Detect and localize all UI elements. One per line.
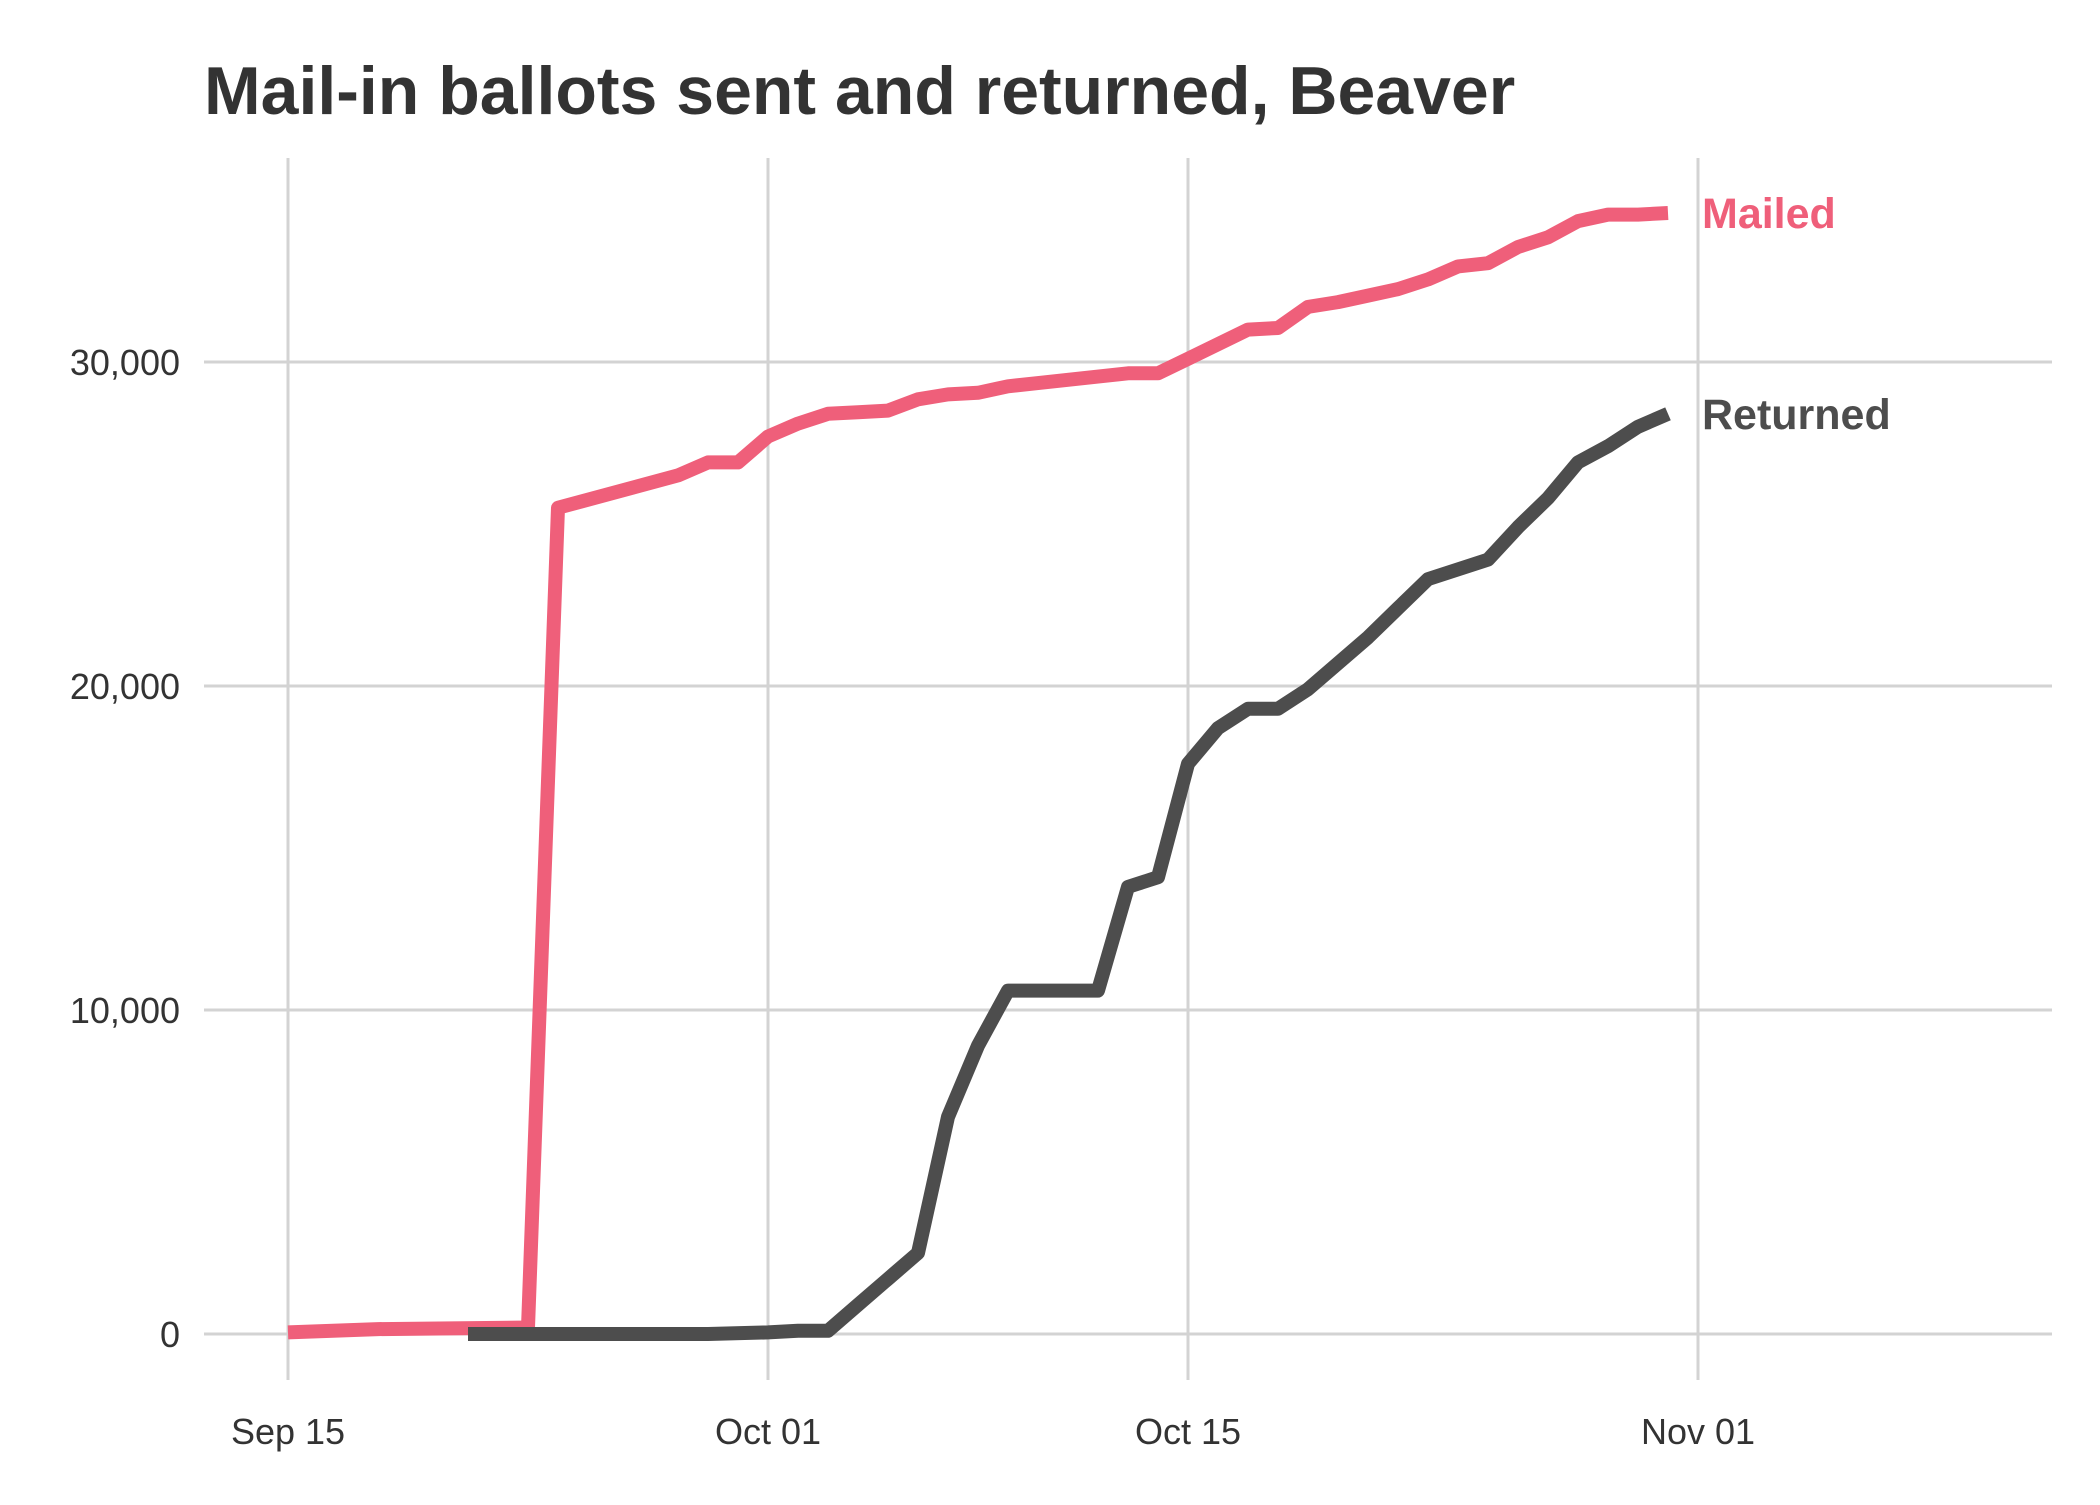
x-tick-label: Oct 15 [1135, 1411, 1241, 1452]
series-line-returned [468, 407, 1671, 1341]
series-label-returned: Returned [1702, 391, 1891, 439]
series-line-mailed [287, 206, 1669, 1340]
y-tick-label: 20,000 [70, 666, 180, 707]
x-tick-label: Nov 01 [1641, 1411, 1755, 1452]
series-labels: Mailed Returned [1702, 190, 1891, 439]
chart-title: Mail-in ballots sent and returned, Beave… [204, 53, 1515, 129]
series-lines [287, 206, 1671, 1341]
y-tick-label: 0 [160, 1314, 180, 1355]
x-tick-label: Sep 15 [231, 1411, 345, 1452]
series-label-mailed: Mailed [1702, 190, 1836, 238]
axis-ticks: 0 10,000 20,000 30,000 Sep 15 Oct 01 Oct 15 Nov… [70, 342, 1755, 1452]
gridlines [204, 158, 2052, 1380]
y-tick-label: 30,000 [70, 342, 180, 383]
x-tick-label: Oct 01 [715, 1411, 821, 1452]
y-tick-label: 10,000 [70, 990, 180, 1031]
